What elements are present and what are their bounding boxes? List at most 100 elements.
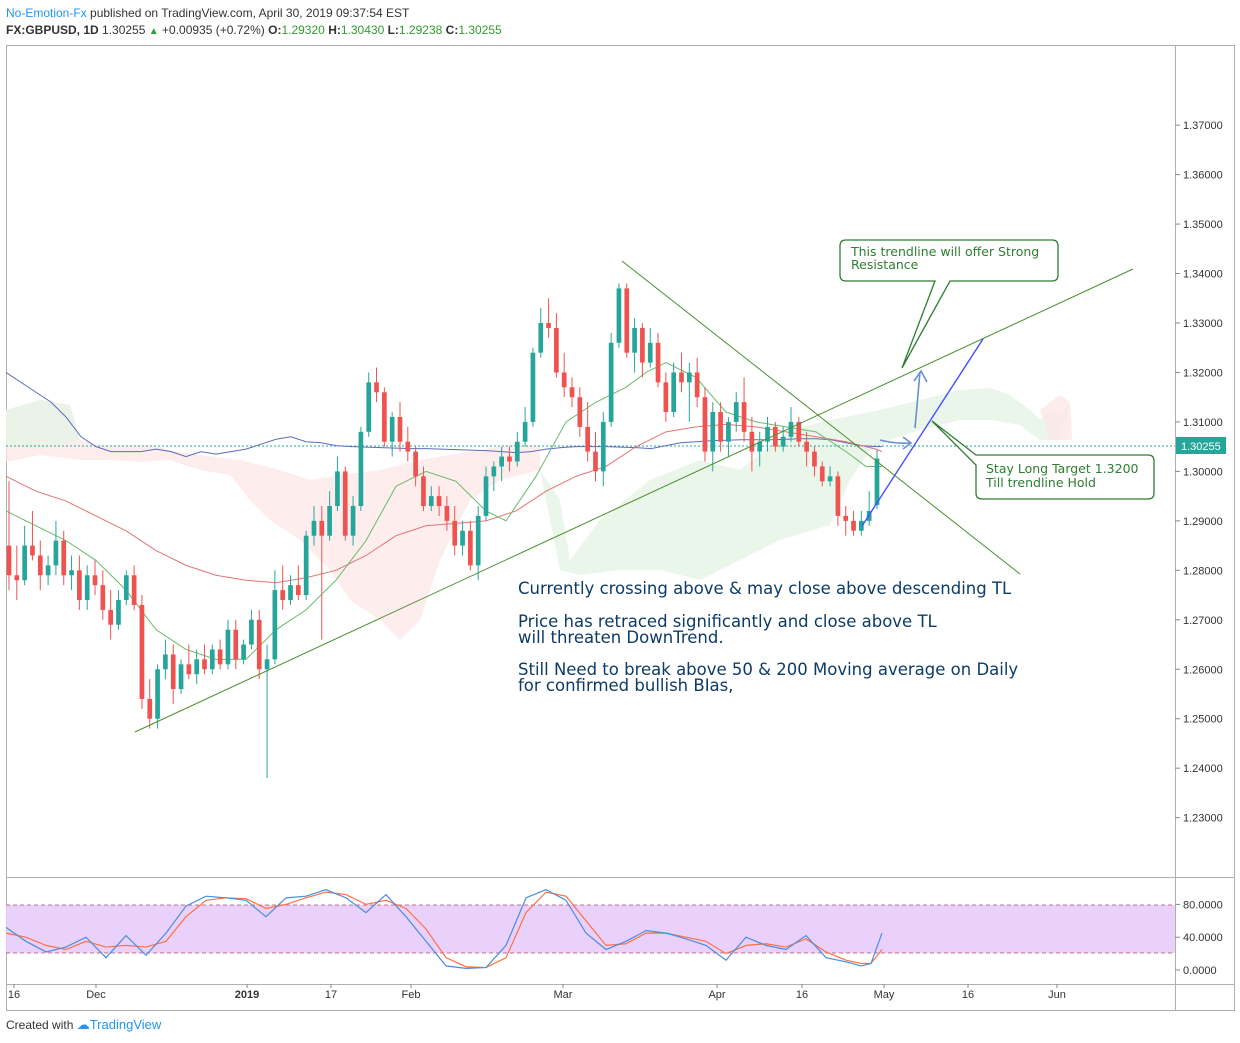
time-tick-label: Jun xyxy=(1048,989,1066,1001)
price-tick-label: 1.29000 xyxy=(1183,516,1223,528)
candle-body xyxy=(225,629,231,665)
candle-body xyxy=(679,372,684,383)
candle-body xyxy=(507,456,512,462)
tradingview-brand[interactable]: TradingView xyxy=(89,1017,162,1032)
candle-body xyxy=(851,520,856,531)
candle-body xyxy=(514,441,520,462)
candle-body xyxy=(530,352,536,422)
drawings xyxy=(134,260,1134,733)
candle-body xyxy=(522,421,528,442)
stoch-rsi-band xyxy=(6,905,1175,953)
ascending-trendline[interactable] xyxy=(134,268,1134,733)
candle-body xyxy=(280,590,286,600)
callout-resistance[interactable]: This trendline will offer Strong Resista… xyxy=(839,239,1059,369)
candle-body xyxy=(288,585,293,600)
candle-body xyxy=(389,416,395,442)
candle-body xyxy=(726,421,731,442)
candle-body xyxy=(640,327,645,363)
candle-body xyxy=(77,570,82,600)
chart-header: No-Emotion-Fx published on TradingView.c… xyxy=(6,5,502,40)
note-retrace-2: will threaten DownTrend. xyxy=(518,628,724,647)
candle-body xyxy=(342,471,348,536)
stoch-rsi-pane: 80.0000 40.0000 0.0000 xyxy=(5,888,1223,977)
last-price-tag: 1.30255 xyxy=(1176,437,1226,454)
time-tick-label: Feb xyxy=(402,989,421,1001)
price-tick-label: 1.23000 xyxy=(1183,813,1223,825)
descending-trendline[interactable] xyxy=(621,260,1021,575)
candle-body xyxy=(765,426,770,442)
candle-body xyxy=(116,600,121,625)
candle-body xyxy=(796,421,802,442)
symbol-label[interactable]: FX:GBPUSD, 1D xyxy=(6,23,99,37)
time-axis[interactable]: 16 Dec 2019 17 Feb Mar Apr 16 May 16 Jun xyxy=(8,984,1066,1001)
candle-body xyxy=(468,530,473,566)
candle-body xyxy=(84,575,90,600)
candle-body xyxy=(241,644,246,660)
candle-body xyxy=(577,397,583,427)
up-arrow-icon: ▲ xyxy=(148,26,159,37)
price-tick-label: 1.30000 xyxy=(1183,466,1223,478)
candle-body xyxy=(186,664,192,675)
price-tick-label: 1.32000 xyxy=(1183,367,1223,379)
candle-body xyxy=(319,520,325,536)
candle-body xyxy=(147,698,153,719)
candle-body xyxy=(37,555,43,576)
candle-body xyxy=(624,288,630,353)
candle-body xyxy=(123,575,129,600)
candle-body xyxy=(374,382,379,393)
candle-body xyxy=(686,372,692,383)
candle-body xyxy=(444,506,450,521)
candle-body xyxy=(772,426,778,447)
candle-body xyxy=(61,540,67,576)
candle-body xyxy=(295,585,301,596)
arrow-right-head xyxy=(902,436,913,450)
arrow-right-icon xyxy=(879,439,911,444)
candle-body xyxy=(22,545,27,581)
price-tick-label: 1.25000 xyxy=(1183,714,1223,726)
candle-body xyxy=(702,397,708,452)
price-tick-label: 1.34000 xyxy=(1183,269,1223,281)
price-tick-label: 1.35000 xyxy=(1183,219,1223,231)
time-tick-label: 2019 xyxy=(235,989,259,1001)
candle-body xyxy=(663,382,669,413)
candle-body xyxy=(131,575,137,605)
note-ma-2: for confirmed bullish BIas, xyxy=(518,676,734,695)
forecast-line[interactable] xyxy=(861,338,984,527)
candle-body xyxy=(874,458,880,506)
last-price-tag-text: 1.30255 xyxy=(1181,441,1221,453)
price-axis[interactable]: 1.37000 1.36000 1.35000 1.34000 1.33000 1.320… xyxy=(1175,120,1223,825)
author-link[interactable]: No-Emotion-Fx xyxy=(6,6,87,20)
price-tick-label: 1.26000 xyxy=(1183,664,1223,676)
candle-body xyxy=(335,471,340,507)
candle-body xyxy=(491,466,497,477)
candle-body xyxy=(217,649,223,665)
candle-body xyxy=(827,476,833,482)
candle-body xyxy=(460,530,465,546)
candle-body xyxy=(804,441,809,452)
candle-body xyxy=(812,451,817,467)
candle-body xyxy=(780,436,786,447)
candle-body xyxy=(30,545,35,556)
candle-body xyxy=(483,476,489,516)
candle-body xyxy=(108,609,114,625)
candle-body xyxy=(170,654,176,690)
candlesticks xyxy=(6,283,880,779)
time-tick-label: 17 xyxy=(325,989,337,1001)
tradingview-logo-icon: ☁ xyxy=(76,1017,90,1032)
price-tick-label: 1.36000 xyxy=(1183,170,1223,182)
candle-body xyxy=(538,323,544,353)
candle-body xyxy=(843,515,849,521)
callout-target[interactable]: Stay Long Target 1.3200 Till trendline H… xyxy=(931,420,1155,500)
time-tick-label: 16 xyxy=(796,989,808,1001)
time-tick-label: 16 xyxy=(962,989,974,1001)
candle-body xyxy=(428,496,434,507)
stoch-k-line xyxy=(5,888,883,969)
candle-body xyxy=(546,323,551,328)
footer: Created with ☁TradingView xyxy=(6,1017,161,1033)
candle-body xyxy=(272,590,278,660)
candle-body xyxy=(647,342,653,363)
open-label: O: xyxy=(268,23,282,37)
arrow-up-icon xyxy=(914,371,921,429)
ichimoku-cloud xyxy=(6,388,1072,640)
